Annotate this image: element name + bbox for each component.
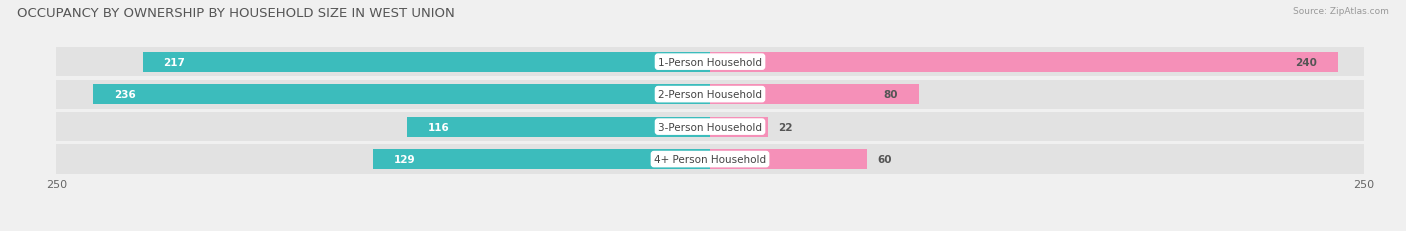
Text: OCCUPANCY BY OWNERSHIP BY HOUSEHOLD SIZE IN WEST UNION: OCCUPANCY BY OWNERSHIP BY HOUSEHOLD SIZE… (17, 7, 454, 20)
Bar (56, 48, 710, 77)
Text: 240: 240 (1295, 57, 1317, 67)
Text: 116: 116 (427, 122, 450, 132)
Text: 129: 129 (394, 154, 415, 164)
Bar (710, 149, 868, 169)
Bar (56, 112, 710, 142)
Text: 1-Person Household: 1-Person Household (658, 57, 762, 67)
Text: 236: 236 (114, 90, 135, 100)
Text: Source: ZipAtlas.com: Source: ZipAtlas.com (1294, 7, 1389, 16)
Bar (710, 85, 920, 105)
Text: 217: 217 (163, 57, 186, 67)
Bar (710, 112, 1364, 142)
Bar (142, 52, 710, 72)
Text: 60: 60 (877, 154, 891, 164)
Bar (93, 85, 710, 105)
Bar (710, 145, 1364, 174)
Text: 80: 80 (884, 90, 898, 100)
Text: 4+ Person Household: 4+ Person Household (654, 154, 766, 164)
Bar (406, 117, 710, 137)
Bar (56, 145, 710, 174)
Bar (710, 48, 1364, 77)
Bar (373, 149, 710, 169)
Bar (710, 52, 1337, 72)
Bar (710, 117, 768, 137)
Bar (710, 80, 1364, 109)
Text: 22: 22 (778, 122, 793, 132)
Text: 2-Person Household: 2-Person Household (658, 90, 762, 100)
Text: 3-Person Household: 3-Person Household (658, 122, 762, 132)
Bar (56, 80, 710, 109)
